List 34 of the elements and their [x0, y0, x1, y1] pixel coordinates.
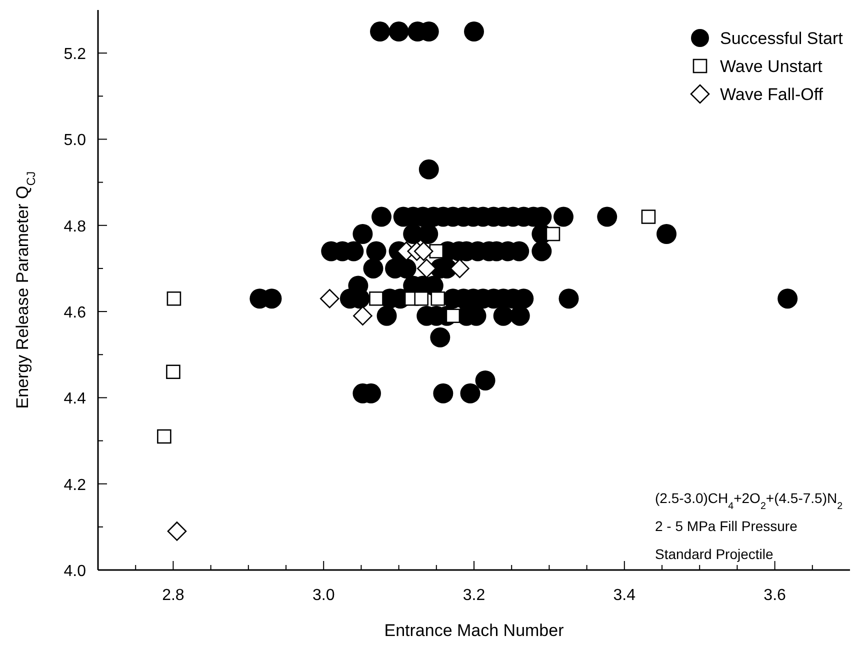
point	[450, 258, 470, 278]
point	[353, 306, 372, 326]
x-tick-label: 3.2	[462, 587, 486, 604]
legend-label: Wave Fall-Off	[720, 85, 824, 104]
y-tick-label: 4.8	[64, 218, 86, 236]
y-tick-label: 5.2	[64, 46, 86, 64]
y-tick-label: 4.4	[64, 390, 86, 408]
point	[414, 291, 429, 306]
point	[167, 522, 187, 541]
point	[641, 210, 656, 224]
y-tick-label: 4.0	[64, 563, 86, 580]
point	[416, 258, 436, 278]
point	[320, 288, 340, 308]
point	[414, 242, 434, 261]
point	[429, 244, 444, 258]
point	[166, 291, 182, 306]
y-tick-label: 4.2	[64, 476, 86, 494]
text: 3.0	[312, 587, 335, 604]
annotation: 2 - 5 MPa Fill Pressure	[655, 518, 798, 534]
point	[446, 308, 460, 323]
point	[157, 429, 172, 444]
point	[430, 291, 446, 306]
x-tick-label: 2.8	[162, 587, 184, 604]
point	[546, 226, 560, 242]
x-tick-label: 3.6	[764, 587, 786, 604]
y-tick-label: 4.6	[64, 304, 86, 322]
annotation: (2.5-3.0)CH$_{4}$+2O$_{2}$+(4.5-7.5)N$_{2}$	[655, 490, 843, 512]
x-tick-label: 3.4	[613, 587, 636, 604]
annotation: Standard Projectile	[655, 546, 774, 562]
x-axis-title: Entrance Mach Number	[384, 621, 564, 640]
legend-label: Successful Start	[720, 29, 844, 48]
point	[369, 291, 384, 306]
y-tick-label: 5.0	[64, 132, 86, 150]
legend-label: Wave Unstart	[720, 57, 823, 76]
